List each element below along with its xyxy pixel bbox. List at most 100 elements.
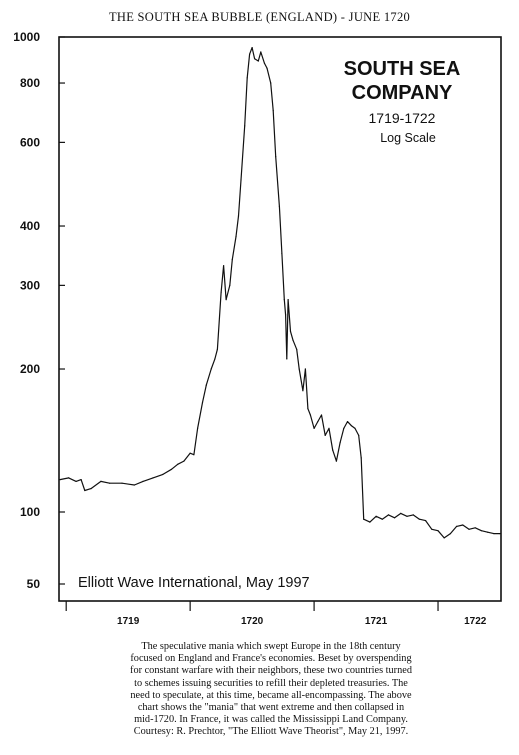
data-point <box>468 528 470 530</box>
chart-title-line-1: SOUTH SEA <box>344 58 461 80</box>
data-point <box>142 480 144 482</box>
x-tick-label: 1719 <box>117 616 140 627</box>
chart-title-line-2: COMPANY <box>352 82 453 104</box>
data-point <box>381 518 383 520</box>
data-point <box>210 368 212 370</box>
data-point <box>251 47 253 49</box>
data-point <box>266 67 268 69</box>
data-point <box>328 427 330 429</box>
data-point <box>287 299 289 301</box>
y-tick-label: 100 <box>20 505 40 519</box>
y-tick-label: 200 <box>20 362 40 376</box>
data-point <box>109 482 111 484</box>
caption-line: to schemes issuing securities to refill … <box>134 677 408 689</box>
data-point <box>320 414 323 416</box>
data-point <box>324 434 326 436</box>
plot-frame <box>58 36 502 602</box>
caption-line: mid-1720. In France, it was called the M… <box>134 714 408 726</box>
data-point <box>317 421 319 423</box>
data-point <box>240 179 242 181</box>
data-point <box>193 454 195 456</box>
data-point <box>75 480 77 482</box>
data-point <box>257 60 259 62</box>
data-point <box>133 484 135 486</box>
data-point <box>275 156 277 158</box>
data-point <box>339 442 341 444</box>
data-point <box>462 524 464 526</box>
data-point <box>418 518 420 520</box>
data-point <box>387 514 390 516</box>
data-point <box>254 58 256 60</box>
data-point <box>298 368 300 370</box>
data-point <box>235 236 237 238</box>
data-point <box>183 460 185 462</box>
data-point <box>474 527 476 529</box>
data-point <box>335 460 337 462</box>
data-point <box>412 514 414 516</box>
data-point <box>177 463 179 465</box>
data-point <box>272 110 274 112</box>
data-point <box>263 62 266 64</box>
page-title: THE SOUTH SEA BUBBLE (ENGLAND) - JUNE 17… <box>108 10 411 24</box>
data-point <box>244 125 246 127</box>
x-tick-label: 1721 <box>365 616 388 627</box>
data-point <box>313 427 315 429</box>
data-point <box>309 414 311 416</box>
data-point <box>205 384 207 386</box>
scale-note: Log Scale <box>380 131 436 145</box>
data-point <box>270 82 272 84</box>
data-point <box>493 533 495 535</box>
data-point <box>394 517 396 519</box>
data-point <box>285 314 287 316</box>
data-point <box>246 77 248 79</box>
data-point <box>90 488 92 490</box>
data-point <box>281 253 283 255</box>
data-point <box>431 528 433 530</box>
data-point <box>449 533 451 535</box>
price-points <box>59 47 501 539</box>
y-tick-label: 800 <box>20 76 40 90</box>
data-point <box>400 512 402 515</box>
source-credit: Elliott Wave International, May 1997 <box>78 575 310 591</box>
data-point <box>283 299 285 301</box>
data-point <box>278 205 280 207</box>
data-point <box>480 530 482 532</box>
x-tick-label: 1722 <box>464 616 487 627</box>
data-point <box>214 358 216 360</box>
data-point <box>292 339 294 341</box>
data-point <box>216 348 218 350</box>
x-axis: 1719 1720 1721 1722 <box>65 601 487 627</box>
data-point <box>220 291 222 293</box>
y-tick-label: 50 <box>27 577 41 591</box>
data-point <box>289 330 292 332</box>
data-point <box>487 531 489 533</box>
data-point <box>360 457 362 459</box>
data-point <box>369 521 371 523</box>
data-point <box>201 401 204 404</box>
data-point <box>296 348 298 350</box>
y-axis: 50 100 200 300 400 600 800 1000 <box>13 30 65 591</box>
data-point <box>443 537 445 539</box>
caption-line: focused on England and France's economie… <box>130 653 412 665</box>
data-point <box>100 480 102 482</box>
caption-line: for constant warfare with their neighbor… <box>130 665 412 677</box>
data-point <box>456 525 458 528</box>
data-point <box>223 265 225 267</box>
data-point <box>260 51 262 53</box>
data-point <box>229 284 231 286</box>
data-point <box>332 449 334 451</box>
data-point <box>152 477 154 479</box>
data-point <box>162 473 164 475</box>
data-point <box>437 530 439 532</box>
y-tick-label: 1000 <box>13 30 40 44</box>
data-point <box>302 390 304 392</box>
data-point <box>425 520 427 522</box>
chart: 50 100 200 300 400 600 800 1000 1719 1720 1721 172… <box>13 30 502 627</box>
data-point <box>406 515 408 517</box>
y-tick-label: 300 <box>20 278 40 292</box>
chart-subtitle: 1719-1722 <box>369 110 436 126</box>
data-point <box>375 515 377 517</box>
data-point <box>358 434 360 436</box>
data-point <box>197 427 199 429</box>
data-point <box>121 482 123 484</box>
